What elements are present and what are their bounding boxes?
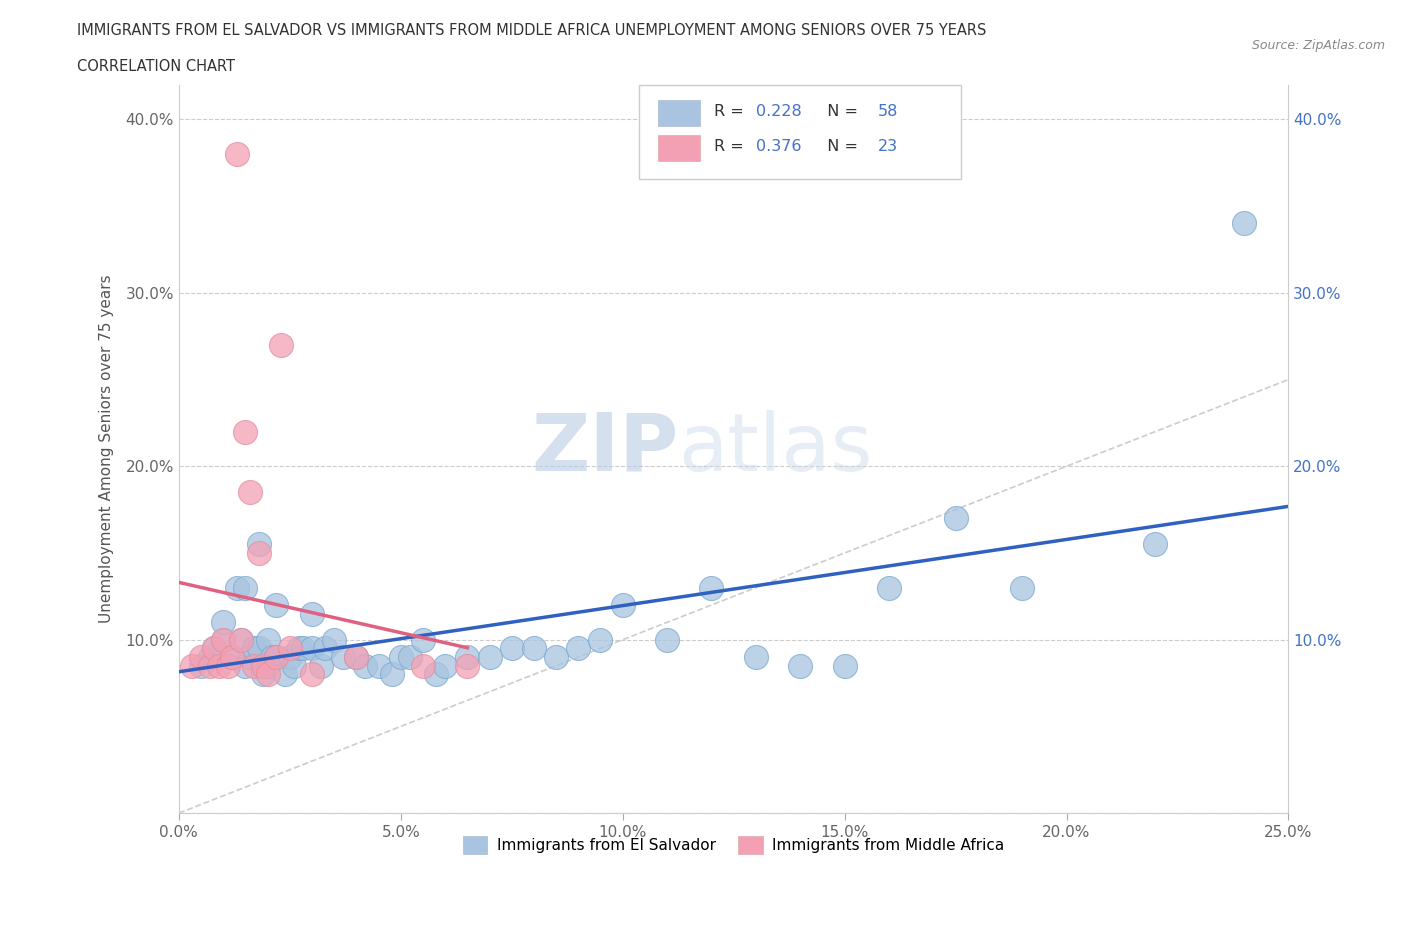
Point bbox=[834, 658, 856, 673]
Point bbox=[239, 485, 262, 499]
Point bbox=[367, 658, 389, 673]
Text: ZIP: ZIP bbox=[531, 410, 678, 488]
Text: N =: N = bbox=[817, 104, 863, 119]
Point bbox=[229, 632, 252, 647]
Point bbox=[270, 338, 292, 352]
Point bbox=[198, 658, 221, 673]
Point bbox=[354, 658, 377, 673]
Point bbox=[225, 147, 247, 162]
Point bbox=[456, 658, 478, 673]
Point bbox=[344, 650, 367, 665]
Text: 0.228: 0.228 bbox=[756, 104, 801, 119]
Point bbox=[239, 650, 262, 665]
Point bbox=[434, 658, 457, 673]
Point bbox=[198, 650, 221, 665]
Point bbox=[1144, 537, 1167, 551]
Point bbox=[344, 650, 367, 665]
Point bbox=[247, 537, 270, 551]
Point bbox=[278, 650, 301, 665]
Point bbox=[314, 641, 336, 656]
Point bbox=[266, 598, 288, 613]
Text: R =: R = bbox=[714, 140, 748, 154]
Point bbox=[256, 658, 278, 673]
Point bbox=[745, 650, 768, 665]
Point bbox=[301, 667, 323, 682]
Point bbox=[1011, 580, 1033, 595]
Point bbox=[412, 658, 434, 673]
Point bbox=[655, 632, 678, 647]
Point bbox=[256, 632, 278, 647]
Point bbox=[266, 650, 288, 665]
Y-axis label: Unemployment Among Seniors over 75 years: Unemployment Among Seniors over 75 years bbox=[100, 274, 114, 623]
Point bbox=[309, 658, 332, 673]
Point bbox=[278, 641, 301, 656]
Bar bbox=[658, 100, 700, 126]
Point bbox=[456, 650, 478, 665]
Point bbox=[567, 641, 589, 656]
Point bbox=[546, 650, 568, 665]
Point bbox=[283, 658, 305, 673]
Point bbox=[266, 650, 288, 665]
Point bbox=[235, 580, 257, 595]
Point bbox=[425, 667, 447, 682]
Point bbox=[789, 658, 811, 673]
Point bbox=[221, 650, 243, 665]
Text: N =: N = bbox=[817, 140, 863, 154]
Point bbox=[252, 667, 274, 682]
Point bbox=[247, 641, 270, 656]
Point bbox=[478, 650, 501, 665]
Point bbox=[225, 580, 247, 595]
Point bbox=[398, 650, 420, 665]
Point bbox=[412, 632, 434, 647]
Text: Source: ZipAtlas.com: Source: ZipAtlas.com bbox=[1251, 39, 1385, 52]
Point bbox=[252, 658, 274, 673]
Point bbox=[229, 632, 252, 647]
Point bbox=[235, 424, 257, 439]
Point bbox=[381, 667, 404, 682]
Text: IMMIGRANTS FROM EL SALVADOR VS IMMIGRANTS FROM MIDDLE AFRICA UNEMPLOYMENT AMONG : IMMIGRANTS FROM EL SALVADOR VS IMMIGRANT… bbox=[77, 23, 987, 38]
Point bbox=[243, 658, 266, 673]
Point bbox=[256, 667, 278, 682]
Point bbox=[212, 632, 235, 647]
Point bbox=[235, 658, 257, 673]
Text: atlas: atlas bbox=[678, 410, 873, 488]
Point bbox=[212, 632, 235, 647]
Point bbox=[700, 580, 723, 595]
Point bbox=[202, 641, 225, 656]
Point bbox=[287, 641, 309, 656]
Point bbox=[190, 658, 212, 673]
Point bbox=[523, 641, 546, 656]
Point bbox=[208, 658, 231, 673]
Point bbox=[589, 632, 612, 647]
Text: CORRELATION CHART: CORRELATION CHART bbox=[77, 59, 235, 73]
Point bbox=[945, 511, 967, 525]
Point bbox=[301, 641, 323, 656]
Point bbox=[274, 667, 297, 682]
Text: 23: 23 bbox=[877, 140, 898, 154]
Point bbox=[217, 658, 239, 673]
Point bbox=[612, 598, 634, 613]
Point bbox=[501, 641, 523, 656]
Point bbox=[247, 546, 270, 561]
Point bbox=[212, 615, 235, 630]
Text: 0.376: 0.376 bbox=[756, 140, 801, 154]
Point bbox=[243, 641, 266, 656]
Point bbox=[260, 650, 283, 665]
Point bbox=[181, 658, 204, 673]
Point bbox=[301, 606, 323, 621]
Text: R =: R = bbox=[714, 104, 748, 119]
Point bbox=[877, 580, 900, 595]
Text: 58: 58 bbox=[877, 104, 898, 119]
Bar bbox=[658, 135, 700, 161]
Point bbox=[221, 650, 243, 665]
Point bbox=[323, 632, 346, 647]
Point bbox=[190, 650, 212, 665]
Point bbox=[389, 650, 412, 665]
FancyBboxPatch shape bbox=[640, 85, 962, 179]
Point bbox=[332, 650, 354, 665]
Point bbox=[202, 641, 225, 656]
Point bbox=[292, 641, 315, 656]
Point bbox=[1233, 216, 1256, 231]
Legend: Immigrants from El Salvador, Immigrants from Middle Africa: Immigrants from El Salvador, Immigrants … bbox=[457, 830, 1011, 860]
